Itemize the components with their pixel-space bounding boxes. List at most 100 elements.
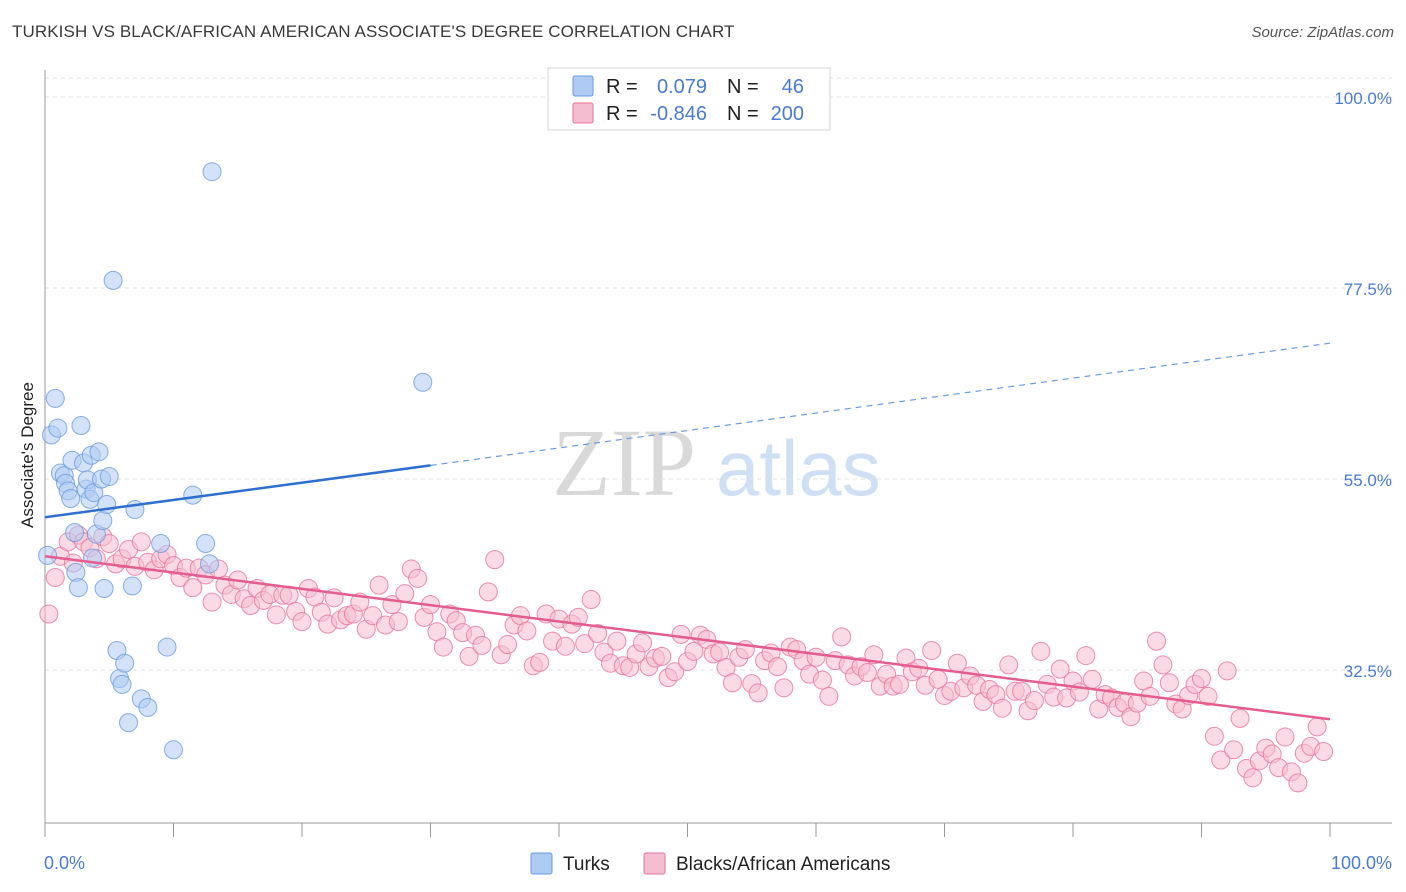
y-tick-label: 32.5%: [1344, 662, 1392, 681]
blacks-point: [999, 655, 1019, 675]
y-tick-label: 55.0%: [1344, 471, 1392, 490]
y-axis-title: Associate's Degree: [18, 382, 37, 528]
blacks-point: [684, 641, 704, 661]
blacks-point: [39, 604, 59, 624]
x-tick-label: 100.0%: [1331, 853, 1392, 873]
blacks-point: [864, 645, 884, 665]
blacks-point: [1198, 686, 1218, 706]
turks-point: [164, 740, 183, 760]
trendlines: [44, 342, 1331, 721]
series-legend: Turks Blacks/African Americans: [530, 852, 890, 875]
blacks-point: [1307, 717, 1327, 737]
blacks-point: [363, 606, 383, 626]
blacks-point: [1012, 681, 1032, 701]
blacks-point: [922, 640, 942, 660]
blacks-point: [607, 631, 627, 651]
turks-point: [157, 637, 177, 657]
blacks-point: [1275, 727, 1295, 747]
turks-point: [119, 713, 139, 733]
blacks-point: [369, 575, 389, 595]
watermark-atlas: atlas: [716, 424, 881, 512]
turks-point: [65, 522, 85, 542]
blacks-point: [517, 621, 537, 641]
blacks-point: [266, 605, 286, 625]
legend-box: [547, 67, 831, 131]
blacks-point: [1153, 655, 1173, 675]
blacks-point: [1082, 669, 1102, 689]
blacks-point: [575, 634, 595, 654]
turks-point: [112, 674, 132, 694]
blacks-point: [485, 550, 505, 570]
blacks-point: [408, 568, 428, 588]
turks-point: [138, 697, 158, 717]
bottom-legend-turks: Turks: [563, 854, 610, 875]
turks-point: [45, 388, 65, 408]
blacks-point: [202, 592, 222, 612]
blacks-point: [45, 567, 65, 587]
turks-point: [196, 534, 216, 554]
blacks-point: [665, 662, 685, 682]
blacks-point: [1243, 768, 1263, 788]
chart-title: TURKISH VS BLACK/AFRICAN AMERICAN ASSOCI…: [12, 22, 735, 41]
blacks-point: [1076, 646, 1096, 666]
blacks-point: [819, 686, 839, 706]
legend-r-value-1: 0.079: [657, 76, 707, 98]
blacks-point: [131, 532, 151, 552]
source-credit: Source: ZipAtlas.com: [1251, 24, 1394, 41]
turks-point: [99, 466, 119, 486]
turks-point: [68, 578, 88, 598]
blacks-point: [1024, 691, 1044, 711]
blacks-points: [39, 525, 1334, 793]
tick-labels: 100.0% 77.5% 55.0% 32.5% 0.0% 100.0%: [44, 89, 1392, 873]
turks-points: [38, 162, 433, 760]
blacks-point: [1288, 773, 1308, 793]
blacks-point: [1224, 740, 1244, 760]
blacks-point: [633, 633, 653, 653]
legend-swatch-turks: [572, 75, 594, 97]
blacks-point: [652, 646, 672, 666]
turks-point: [93, 511, 113, 531]
turks-point: [89, 442, 109, 462]
turks-trendline: [44, 464, 431, 519]
x-tick-label: 0.0%: [44, 853, 85, 873]
turks-point: [202, 162, 222, 182]
bottom-legend-blacks: Blacks/African Americans: [676, 854, 890, 875]
turks-point: [183, 485, 203, 505]
blacks-point: [478, 582, 498, 602]
blacks-point: [1204, 726, 1224, 746]
blacks-point: [748, 683, 768, 703]
blacks-point: [530, 652, 550, 672]
blacks-point: [1147, 631, 1167, 651]
legend-n-label-2: N =: [727, 103, 759, 125]
blacks-point: [812, 670, 832, 690]
turks-trendline-extension: [430, 342, 1331, 467]
blacks-point: [774, 678, 794, 698]
blacks-point: [292, 612, 312, 632]
watermark-zip: ZIP: [552, 409, 696, 516]
axes: [44, 70, 1392, 837]
blacks-point: [767, 657, 787, 677]
blacks-point: [1217, 661, 1237, 681]
blacks-point: [1230, 708, 1250, 728]
blacks-point: [183, 578, 203, 598]
legend-r-label-1: R =: [606, 76, 638, 98]
turks-point: [71, 416, 91, 436]
legend-swatch-blacks: [572, 102, 594, 124]
y-tick-label: 100.0%: [1334, 89, 1392, 108]
blacks-point: [581, 590, 601, 610]
blacks-point: [992, 698, 1012, 718]
blacks-point: [1159, 673, 1179, 693]
blacks-point: [588, 623, 608, 643]
blacks-point: [722, 673, 742, 693]
blacks-point: [857, 663, 877, 683]
watermark: ZIP atlas: [552, 409, 881, 516]
turks-point: [151, 534, 171, 554]
legend-r-label-2: R =: [606, 103, 638, 125]
turks-point: [94, 579, 114, 599]
blacks-point: [472, 635, 492, 655]
legend-n-label-1: N =: [727, 76, 759, 98]
blacks-point: [568, 607, 588, 627]
stats-legend: R = 0.079 N = 46 R = -0.846 N = 200: [547, 67, 831, 131]
bottom-swatch-turks: [530, 852, 553, 875]
